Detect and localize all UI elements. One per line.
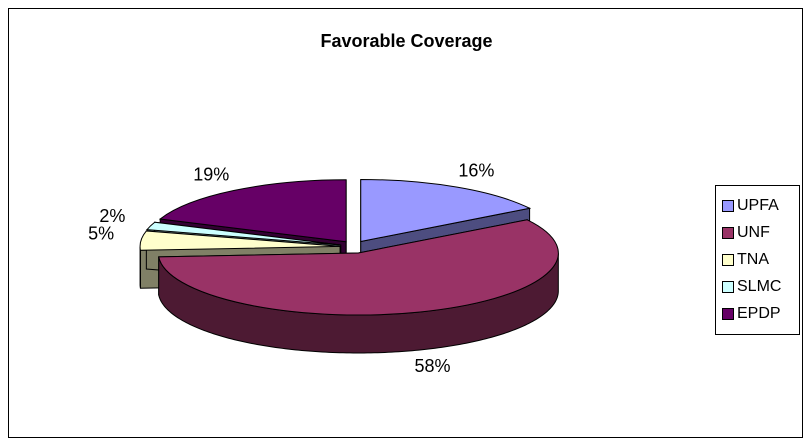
legend-label: UNF (737, 223, 770, 241)
data-label-epdp: 19% (193, 164, 229, 184)
pie-slice-upfa (360, 178, 532, 243)
legend-item-unf: UNF (722, 219, 799, 246)
legend-item-upfa: UPFA (722, 192, 799, 219)
data-label-unf: 58% (414, 356, 450, 376)
pie-chart: 16% 58% 5%2% 19% (88, 160, 559, 376)
legend-swatch (722, 199, 734, 212)
legend-label: EPDP (737, 304, 781, 322)
pie-slice-unf (158, 219, 559, 316)
legend-label: TNA (737, 250, 769, 268)
legend-label: SLMC (737, 277, 782, 295)
chart-frame: Favorable Coverage 16% 58% 5% 2% 19% UPFA UNF… (8, 8, 803, 438)
legend-item-tna: TNA (722, 246, 799, 273)
legend-swatch (722, 226, 734, 239)
legend-label: UPFA (737, 196, 779, 214)
chart-title: Favorable Coverage (320, 31, 493, 51)
legend-swatch (722, 307, 734, 320)
legend-swatch (722, 253, 734, 266)
data-label-tna: 5% (88, 223, 114, 243)
pie-slice-epdp (158, 179, 347, 243)
legend-item-epdp: EPDP (722, 300, 799, 327)
pie-slice-slmc (145, 221, 341, 246)
data-label-slmc: 2% (99, 206, 125, 226)
legend-swatch (722, 280, 734, 293)
legend-item-slmc: SLMC (722, 273, 799, 300)
data-label-upfa: 16% (458, 160, 494, 180)
pie-slice-tna (139, 230, 341, 251)
legend: UPFA UNF TNA SLMC EPDP (715, 185, 800, 335)
